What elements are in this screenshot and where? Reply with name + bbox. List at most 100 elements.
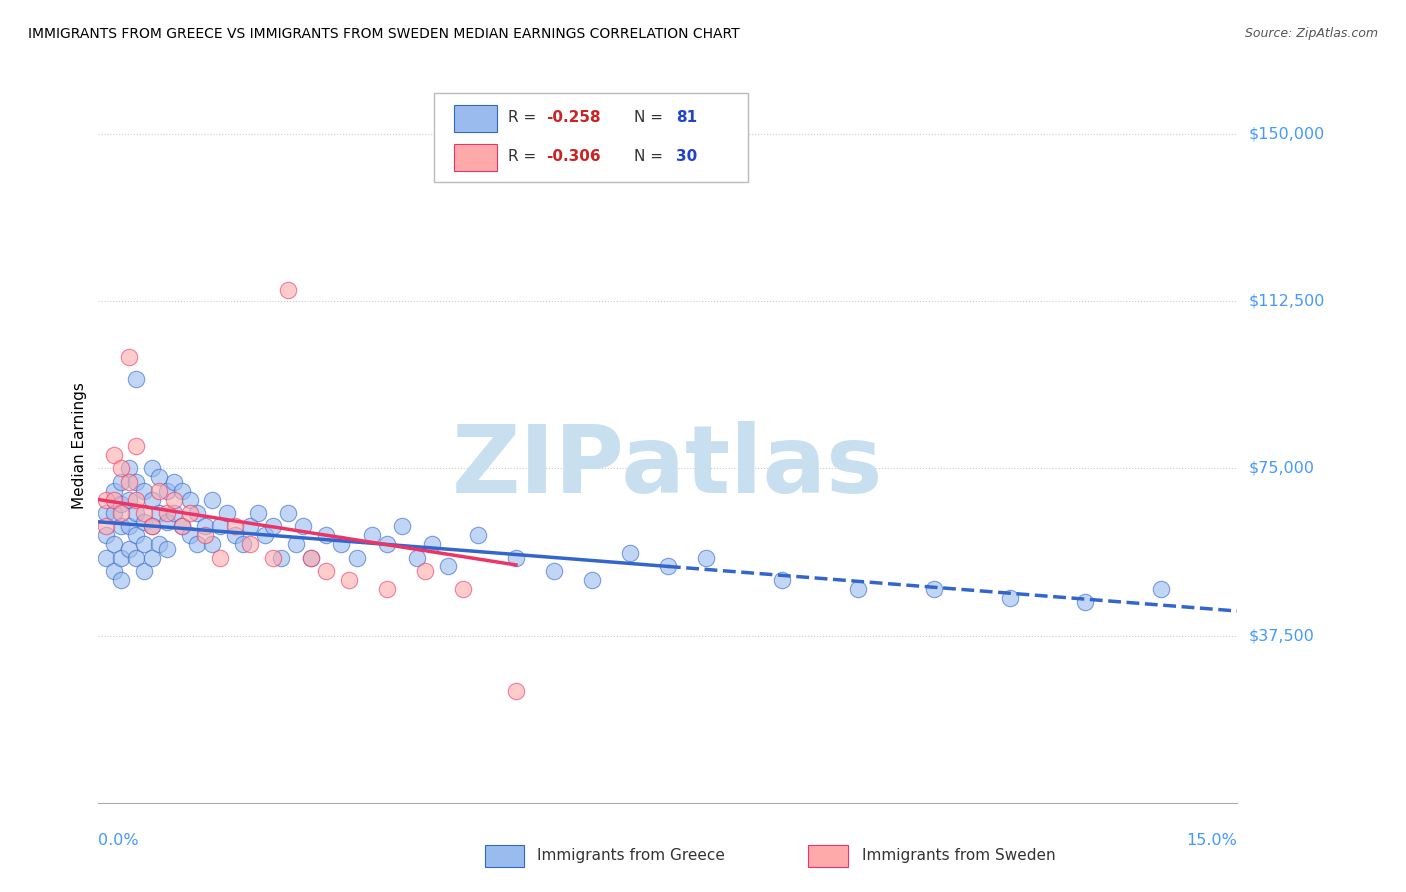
Point <box>110 573 132 587</box>
Point <box>284 537 307 551</box>
Point <box>232 537 254 551</box>
Point <box>148 483 170 498</box>
Point <box>619 546 641 560</box>
Point <box>194 528 217 542</box>
Text: N =: N = <box>634 149 662 164</box>
Point <box>110 461 132 475</box>
Point <box>375 537 398 551</box>
Point <box>118 519 141 533</box>
Point <box>224 519 246 533</box>
Point <box>141 550 163 565</box>
Point <box>254 528 277 542</box>
Point <box>132 537 155 551</box>
Point <box>422 537 444 551</box>
Point <box>141 492 163 507</box>
Point <box>94 506 117 520</box>
Point <box>103 448 125 462</box>
Point <box>125 528 148 542</box>
Point <box>110 506 132 520</box>
Text: $112,500: $112,500 <box>1249 293 1324 309</box>
Text: Immigrants from Sweden: Immigrants from Sweden <box>862 848 1056 863</box>
Point <box>156 515 179 529</box>
Point <box>110 519 132 533</box>
Point <box>337 573 360 587</box>
Point <box>194 519 217 533</box>
Point <box>277 283 299 297</box>
Point <box>118 461 141 475</box>
Text: $150,000: $150,000 <box>1249 127 1324 141</box>
Point <box>141 519 163 533</box>
Point <box>208 519 231 533</box>
Point <box>262 550 284 565</box>
Point <box>770 573 793 587</box>
Text: 81: 81 <box>676 111 697 126</box>
Point <box>110 497 132 511</box>
Text: 30: 30 <box>676 149 697 164</box>
Point <box>208 550 231 565</box>
Point <box>1074 595 1097 609</box>
Point <box>125 492 148 507</box>
Point <box>94 550 117 565</box>
Point <box>375 582 398 596</box>
Point <box>315 528 337 542</box>
Point <box>846 582 869 596</box>
FancyBboxPatch shape <box>434 93 748 182</box>
Text: R =: R = <box>509 111 541 126</box>
Text: N =: N = <box>634 111 662 126</box>
Point <box>125 439 148 453</box>
Point <box>170 483 193 498</box>
Point <box>103 564 125 578</box>
Point <box>148 506 170 520</box>
Point <box>360 528 382 542</box>
Point <box>186 506 208 520</box>
Point <box>451 582 474 596</box>
Point <box>346 550 368 565</box>
Point <box>922 582 945 596</box>
Point <box>132 515 155 529</box>
Point <box>163 475 186 489</box>
Point <box>170 519 193 533</box>
Point <box>125 506 148 520</box>
Point <box>118 492 141 507</box>
Text: 0.0%: 0.0% <box>98 833 139 848</box>
Point <box>179 528 201 542</box>
Point <box>141 519 163 533</box>
Point <box>132 506 155 520</box>
Text: -0.306: -0.306 <box>546 149 600 164</box>
Point <box>239 537 262 551</box>
Point <box>179 506 201 520</box>
Point <box>246 506 269 520</box>
Point <box>94 528 117 542</box>
Point <box>315 564 337 578</box>
Point <box>118 350 141 364</box>
Point <box>1150 582 1173 596</box>
Point <box>543 564 565 578</box>
Text: $37,500: $37,500 <box>1249 628 1315 643</box>
Point <box>110 550 132 565</box>
Text: 15.0%: 15.0% <box>1187 833 1237 848</box>
Point <box>505 684 527 698</box>
Point <box>132 483 155 498</box>
Text: ZIPatlas: ZIPatlas <box>453 421 883 514</box>
Point <box>413 564 436 578</box>
Point <box>118 475 141 489</box>
Point <box>163 506 186 520</box>
Point <box>217 506 239 520</box>
FancyBboxPatch shape <box>454 105 498 132</box>
Point <box>156 506 179 520</box>
Y-axis label: Median Earnings: Median Earnings <box>72 383 87 509</box>
Point <box>998 591 1021 605</box>
Point <box>156 541 179 556</box>
Point <box>391 519 413 533</box>
Point <box>657 559 679 574</box>
Point <box>141 461 163 475</box>
Point <box>239 519 262 533</box>
Point <box>103 483 125 498</box>
Point <box>330 537 353 551</box>
Point <box>406 550 429 565</box>
Point <box>163 492 186 507</box>
Point <box>148 470 170 484</box>
Point <box>94 492 117 507</box>
Point <box>270 550 292 565</box>
Point <box>581 573 603 587</box>
